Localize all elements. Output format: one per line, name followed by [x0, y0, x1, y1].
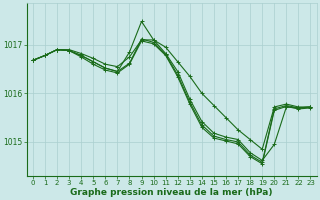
X-axis label: Graphe pression niveau de la mer (hPa): Graphe pression niveau de la mer (hPa) — [70, 188, 273, 197]
